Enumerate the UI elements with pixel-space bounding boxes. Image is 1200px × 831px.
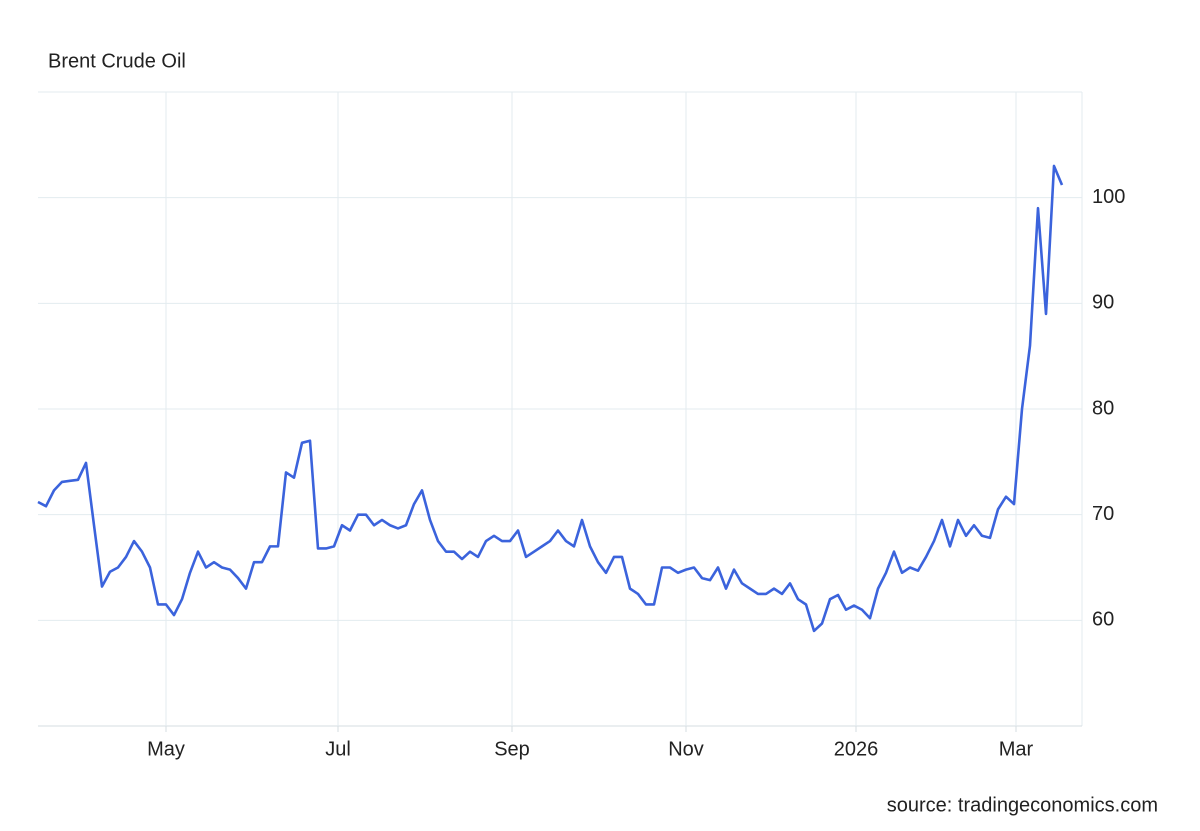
y-tick-label: 70 xyxy=(1092,503,1114,525)
y-tick-label: 60 xyxy=(1092,609,1114,631)
x-tick-label: Nov xyxy=(668,738,704,760)
y-tick-label: 100 xyxy=(1092,186,1125,208)
y-tick-label: 90 xyxy=(1092,292,1114,314)
source: source: tradingeconomics.com xyxy=(887,794,1158,816)
chart-title: Brent Crude Oil xyxy=(48,50,186,72)
x-tick-label: Jul xyxy=(325,738,351,760)
price-line xyxy=(37,164,1064,633)
y-tick-label: 80 xyxy=(1092,397,1114,419)
x-tick-label: 2026 xyxy=(834,738,879,760)
x-tick-label: Mar xyxy=(999,738,1034,760)
x-tick-label: Sep xyxy=(494,738,530,760)
x-tick-label: May xyxy=(147,738,185,760)
